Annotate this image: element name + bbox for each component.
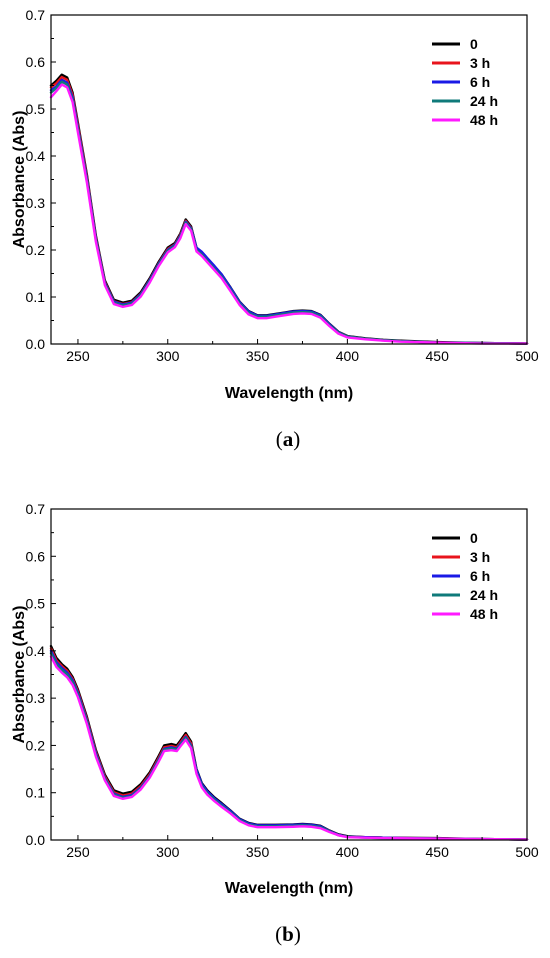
y-axis-title-a: Absorbance (Abs) (11, 111, 28, 249)
legend-b: 0 3 h 6 h 24 h 48 h (432, 530, 498, 622)
series-line-b-3 (49, 652, 529, 841)
y-tick-label-b-1: 0.1 (26, 785, 46, 801)
y-tick-label-a-1: 0.1 (26, 289, 46, 305)
axes-ticks-a: 250 300 350 400 450 500 0.0 0.1 0.2 0.3 0.4 0.5 0.6 0… (26, 7, 539, 364)
legend-label-a-0: 0 (470, 36, 478, 52)
legend-label-b-2: 6 h (470, 568, 490, 584)
legend-label-a-2: 6 h (470, 74, 490, 90)
series-line-b-0 (49, 644, 529, 841)
x-tick-label-b-2: 350 (246, 844, 270, 860)
y-tick-label-a-5: 0.5 (26, 101, 46, 117)
x-tick-label-a-3: 400 (336, 348, 360, 364)
legend-label-b-4: 48 h (470, 606, 498, 622)
x-tick-label-a-5: 500 (515, 348, 539, 364)
x-axis-title-a: Wavelength (nm) (225, 385, 353, 402)
x-tick-label-b-1: 300 (156, 844, 180, 860)
legend-label-b-0: 0 (470, 530, 478, 546)
y-tick-label-b-6: 0.6 (26, 548, 46, 564)
plot-frame-b (50, 508, 528, 841)
legend-label-b-3: 24 h (470, 587, 498, 603)
caption-a: (a) (276, 427, 301, 451)
x-axis-title-b: Wavelength (nm) (225, 880, 353, 897)
x-tick-label-a-0: 250 (66, 348, 90, 364)
x-tick-label-a-1: 300 (156, 348, 180, 364)
y-tick-label-a-7: 0.7 (26, 7, 46, 23)
chart-panel-b: 250 300 350 400 450 500 0.0 0.1 0.2 0.3 0.4 0.5 0.6 0… (11, 501, 539, 946)
series-line-b-1 (49, 647, 529, 841)
axes-ticks-b: 250 300 350 400 450 500 0.0 0.1 0.2 0.3 0.4 0.5 0.6 0… (26, 501, 539, 860)
y-tick-label-b-0: 0.0 (26, 832, 46, 848)
x-tick-label-b-3: 400 (336, 844, 360, 860)
y-tick-label-a-6: 0.6 (26, 54, 46, 70)
y-tick-label-b-3: 0.3 (26, 690, 46, 706)
series-group-a (49, 73, 529, 345)
legend-a: 0 3 h 6 h 24 h 48 h (432, 36, 498, 128)
legend-label-a-1: 3 h (470, 55, 490, 71)
legend-label-b-1: 3 h (470, 549, 490, 565)
legend-label-a-4: 48 h (470, 112, 498, 128)
y-tick-label-a-4: 0.4 (26, 148, 46, 164)
y-tick-label-b-5: 0.5 (26, 596, 46, 612)
series-line-b-4 (49, 655, 529, 841)
y-tick-label-b-4: 0.4 (26, 643, 46, 659)
y-tick-label-b-2: 0.2 (26, 737, 46, 753)
y-tick-label-a-2: 0.2 (26, 242, 46, 258)
y-tick-label-b-7: 0.7 (26, 501, 46, 517)
chart-panel-a: 250 300 350 400 450 500 0.0 0.1 0.2 0.3 0.4 0.5 0.6 0… (11, 7, 539, 451)
x-tick-label-a-2: 350 (246, 348, 270, 364)
caption-b: (b) (275, 922, 301, 946)
x-tick-label-b-0: 250 (66, 844, 90, 860)
y-axis-title-b: Absorbance (Abs) (11, 606, 28, 744)
y-tick-label-a-0: 0.0 (26, 336, 46, 352)
y-tick-label-a-3: 0.3 (26, 195, 46, 211)
x-tick-label-b-4: 450 (426, 844, 450, 860)
series-line-a-4 (49, 83, 529, 345)
legend-label-a-3: 24 h (470, 93, 498, 109)
x-tick-label-a-4: 450 (426, 348, 450, 364)
x-tick-label-b-5: 500 (515, 844, 539, 860)
series-group-b (49, 644, 529, 841)
series-line-b-2 (49, 649, 529, 841)
